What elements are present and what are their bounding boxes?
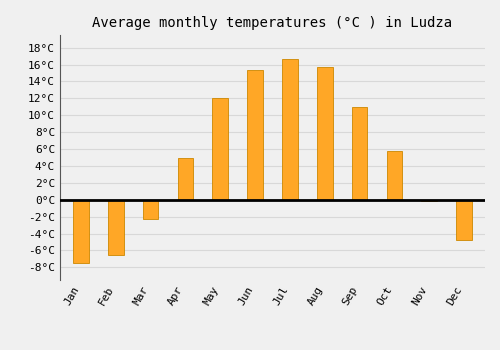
Bar bbox=[108, 200, 124, 255]
Bar bbox=[142, 200, 158, 219]
Bar bbox=[422, 200, 437, 202]
Bar bbox=[73, 200, 88, 263]
Bar bbox=[247, 70, 263, 200]
Bar bbox=[212, 98, 228, 200]
Title: Average monthly temperatures (°C ) in Ludza: Average monthly temperatures (°C ) in Lu… bbox=[92, 16, 452, 30]
Bar bbox=[178, 158, 193, 200]
Bar bbox=[456, 200, 472, 240]
Bar bbox=[282, 59, 298, 200]
Bar bbox=[352, 107, 368, 200]
Bar bbox=[317, 67, 332, 200]
Bar bbox=[386, 151, 402, 200]
